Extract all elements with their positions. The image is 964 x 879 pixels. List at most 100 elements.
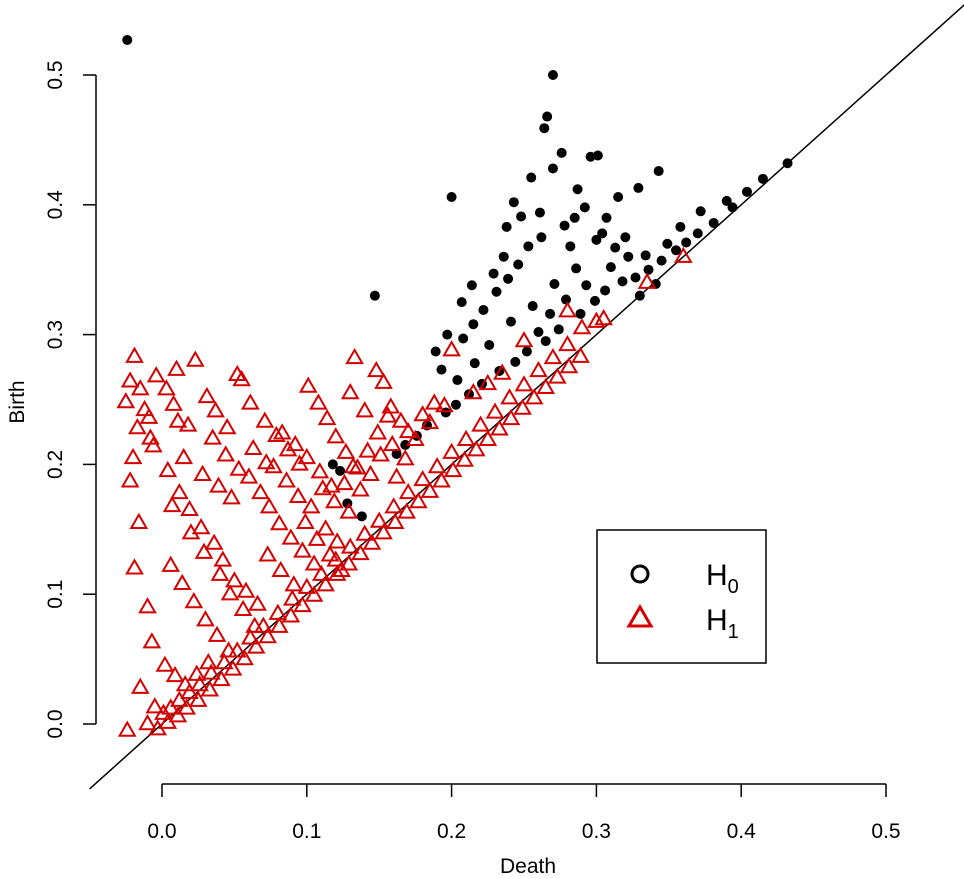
h1-point: [316, 519, 335, 536]
h1-point: [355, 524, 375, 541]
h1-point: [374, 372, 393, 389]
h1-point: [191, 517, 211, 535]
h1-point: [216, 445, 236, 462]
h0-point: [579, 202, 590, 213]
h0-point: [466, 280, 477, 291]
h1-point: [258, 545, 278, 562]
h0-point: [488, 268, 499, 279]
h1-point: [463, 383, 483, 400]
h0-point: [498, 251, 509, 262]
h0-point: [122, 34, 133, 45]
h1-point: [384, 497, 404, 514]
h1-point: [322, 476, 341, 493]
h0-point: [623, 251, 634, 262]
h0-point: [589, 295, 600, 306]
h1-point: [297, 447, 317, 465]
h0-point: [600, 285, 611, 296]
h1-point: [184, 591, 204, 609]
h1-point: [547, 367, 567, 384]
y-tick-label: 0.5: [44, 60, 67, 89]
h0-point: [656, 255, 667, 266]
h1-point: [170, 482, 189, 500]
h1-point: [501, 408, 521, 426]
h1-point: [269, 514, 289, 531]
h1-point: [335, 473, 354, 491]
h1-point: [366, 360, 386, 378]
h1-point: [120, 471, 140, 488]
h0-point: [571, 263, 582, 274]
h1-point: [154, 703, 173, 720]
h1-point: [374, 523, 393, 540]
h1-point: [193, 464, 212, 481]
h1-point: [478, 373, 498, 391]
h1-point: [130, 677, 150, 694]
h1-point: [398, 421, 418, 439]
h1-point: [420, 412, 440, 430]
h1-point: [214, 652, 234, 670]
h1-point: [207, 625, 227, 642]
h1-point: [146, 366, 166, 383]
h1-point: [180, 499, 199, 517]
h0-point: [527, 301, 538, 312]
h0-point: [630, 272, 641, 283]
h1-point: [320, 545, 340, 562]
h1-point: [277, 471, 296, 488]
h1-point: [296, 512, 315, 530]
h0-point: [671, 245, 682, 256]
h0-point: [542, 111, 553, 122]
h0-point: [456, 297, 467, 308]
h1-point: [128, 418, 147, 435]
h1-point: [288, 486, 308, 504]
h1-point: [571, 346, 590, 363]
h1-point: [235, 649, 254, 666]
h0-point: [681, 237, 692, 248]
h1-point: [201, 663, 221, 680]
h1-point: [310, 462, 330, 479]
h1-point: [181, 523, 201, 540]
h1-point: [220, 584, 240, 601]
h1-point: [194, 542, 214, 559]
h1-point: [340, 537, 360, 554]
h0-point: [540, 336, 551, 347]
h1-point: [455, 450, 474, 467]
h1-point: [513, 398, 532, 415]
h0-point: [526, 172, 537, 183]
x-tick-label: 0.5: [871, 820, 900, 843]
h1-point: [233, 599, 253, 616]
h1-point: [178, 415, 198, 432]
h0-point: [484, 339, 495, 350]
h1-point: [187, 664, 207, 681]
h1-point: [172, 573, 192, 591]
h0-point: [581, 280, 592, 291]
x-tick-label: 0.2: [437, 820, 466, 843]
h1-point: [326, 550, 346, 567]
h1-point: [443, 460, 463, 478]
h1-point: [304, 585, 324, 602]
h1-point: [210, 564, 230, 581]
h1-point: [197, 386, 217, 404]
h1-point: [387, 467, 406, 484]
h1-point: [442, 442, 461, 459]
h1-point: [309, 393, 328, 410]
h1-point: [246, 637, 266, 654]
h1-point: [361, 464, 380, 481]
h1-point: [408, 492, 428, 509]
h0-point: [575, 308, 586, 319]
h1-point: [397, 502, 417, 519]
h1-point: [340, 383, 360, 400]
h1-point: [524, 388, 544, 405]
h1-point: [673, 246, 693, 263]
h1-point: [155, 655, 175, 672]
h1-point: [391, 411, 411, 428]
h1-point: [200, 680, 220, 697]
h1-point: [385, 512, 405, 530]
h1-point: [301, 497, 321, 514]
diagonal-line-layer: [89, 4, 964, 790]
h1-point: [174, 447, 194, 465]
h1-point: [471, 415, 490, 432]
h1-point: [142, 632, 162, 649]
h0-point: [653, 166, 664, 177]
h0-point: [757, 173, 768, 184]
h1-point: [236, 581, 256, 598]
